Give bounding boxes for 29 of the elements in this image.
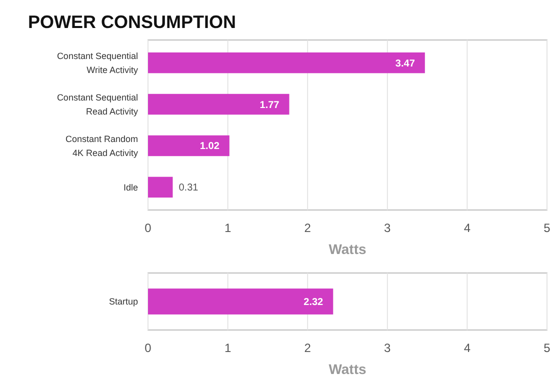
y-tick-label: Idle — [123, 182, 138, 192]
x-tick-label: 4 — [464, 221, 471, 235]
x-axis-title: Watts — [328, 361, 367, 377]
y-tick-label: Constant Random 4K Read Activity — [65, 134, 138, 158]
x-tick-label: 0 — [144, 341, 152, 355]
x-tick-label: 1 — [224, 341, 232, 355]
bar — [148, 176, 173, 198]
bar — [148, 135, 230, 156]
data-label: 1.02 — [200, 141, 220, 152]
y-tick-label: Constant Sequential Read Activity — [56, 92, 138, 116]
x-tick-label: 4 — [464, 341, 471, 355]
data-label: 3.47 — [395, 58, 416, 70]
x-tick-label: 2 — [304, 341, 312, 355]
y-tick-label: Startup — [108, 296, 138, 307]
x-tick-label: 2 — [304, 221, 312, 235]
x-tick-label: 5 — [544, 221, 551, 235]
data-label: 1.77 — [260, 100, 280, 111]
y-tick-label: Constant Sequential Write Activity — [56, 50, 138, 75]
x-tick-label: 3 — [384, 221, 392, 235]
bar — [148, 94, 290, 115]
x-tick-label: 5 — [544, 341, 551, 355]
bar — [148, 52, 425, 74]
x-tick-label: 3 — [384, 341, 392, 355]
x-axis-title: Watts — [328, 241, 367, 257]
x-tick-label: 1 — [224, 221, 232, 235]
data-label: 0.31 — [178, 182, 199, 194]
data-label: 2.32 — [304, 297, 324, 308]
x-tick-label: 0 — [144, 221, 152, 235]
chart-title: POWER CONSUMPTION — [28, 12, 236, 32]
